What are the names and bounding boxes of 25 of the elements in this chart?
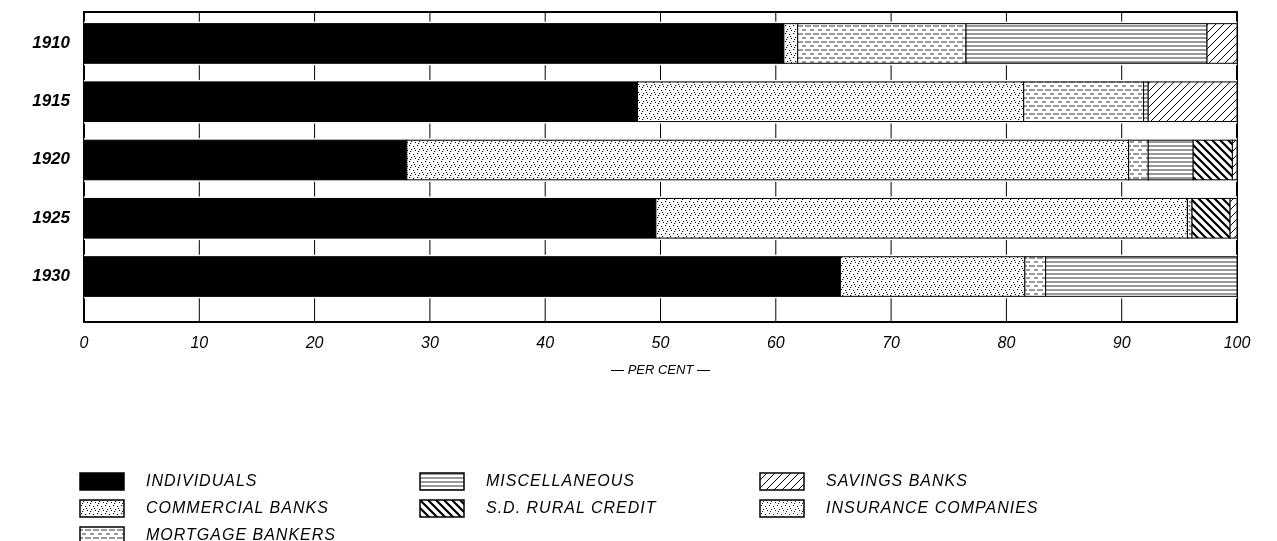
x-tick-label: 0 (79, 334, 89, 351)
x-tick-label: 20 (304, 334, 324, 351)
x-tick-label: 60 (766, 334, 785, 351)
x-tick-label: 100 (1223, 334, 1251, 351)
legend-label: SAVINGS BANKS (826, 472, 968, 490)
x-axis-title: — PER CENT — (610, 362, 711, 377)
y-tick-label: 1920 (32, 149, 71, 169)
y-tick-label: 1930 (32, 266, 71, 286)
x-tick-label: 90 (1112, 334, 1131, 351)
legend-label: INDIVIDUALS (146, 472, 258, 490)
x-tick-label: 80 (997, 334, 1016, 351)
y-tick-label: 1910 (32, 32, 71, 52)
x-tick-label: 10 (190, 334, 209, 351)
legend-label: S.D. RURAL CREDIT (486, 499, 657, 517)
x-tick-label: 70 (882, 334, 901, 351)
x-tick-label: 30 (421, 334, 439, 351)
legend-label: COMMERCIAL BANKS (146, 499, 329, 517)
y-tick-label: 1915 (32, 91, 71, 111)
y-tick-label: 1925 (32, 207, 71, 227)
legend-label: MORTGAGE BANKERS (146, 526, 336, 541)
x-tick-label: 40 (536, 334, 555, 351)
bar (1147, 81, 1238, 123)
legend-label: INSURANCE COMPANIES (826, 499, 1039, 517)
legend-label: MISCELLANEOUS (486, 472, 636, 490)
x-tick-label: 50 (651, 334, 670, 351)
